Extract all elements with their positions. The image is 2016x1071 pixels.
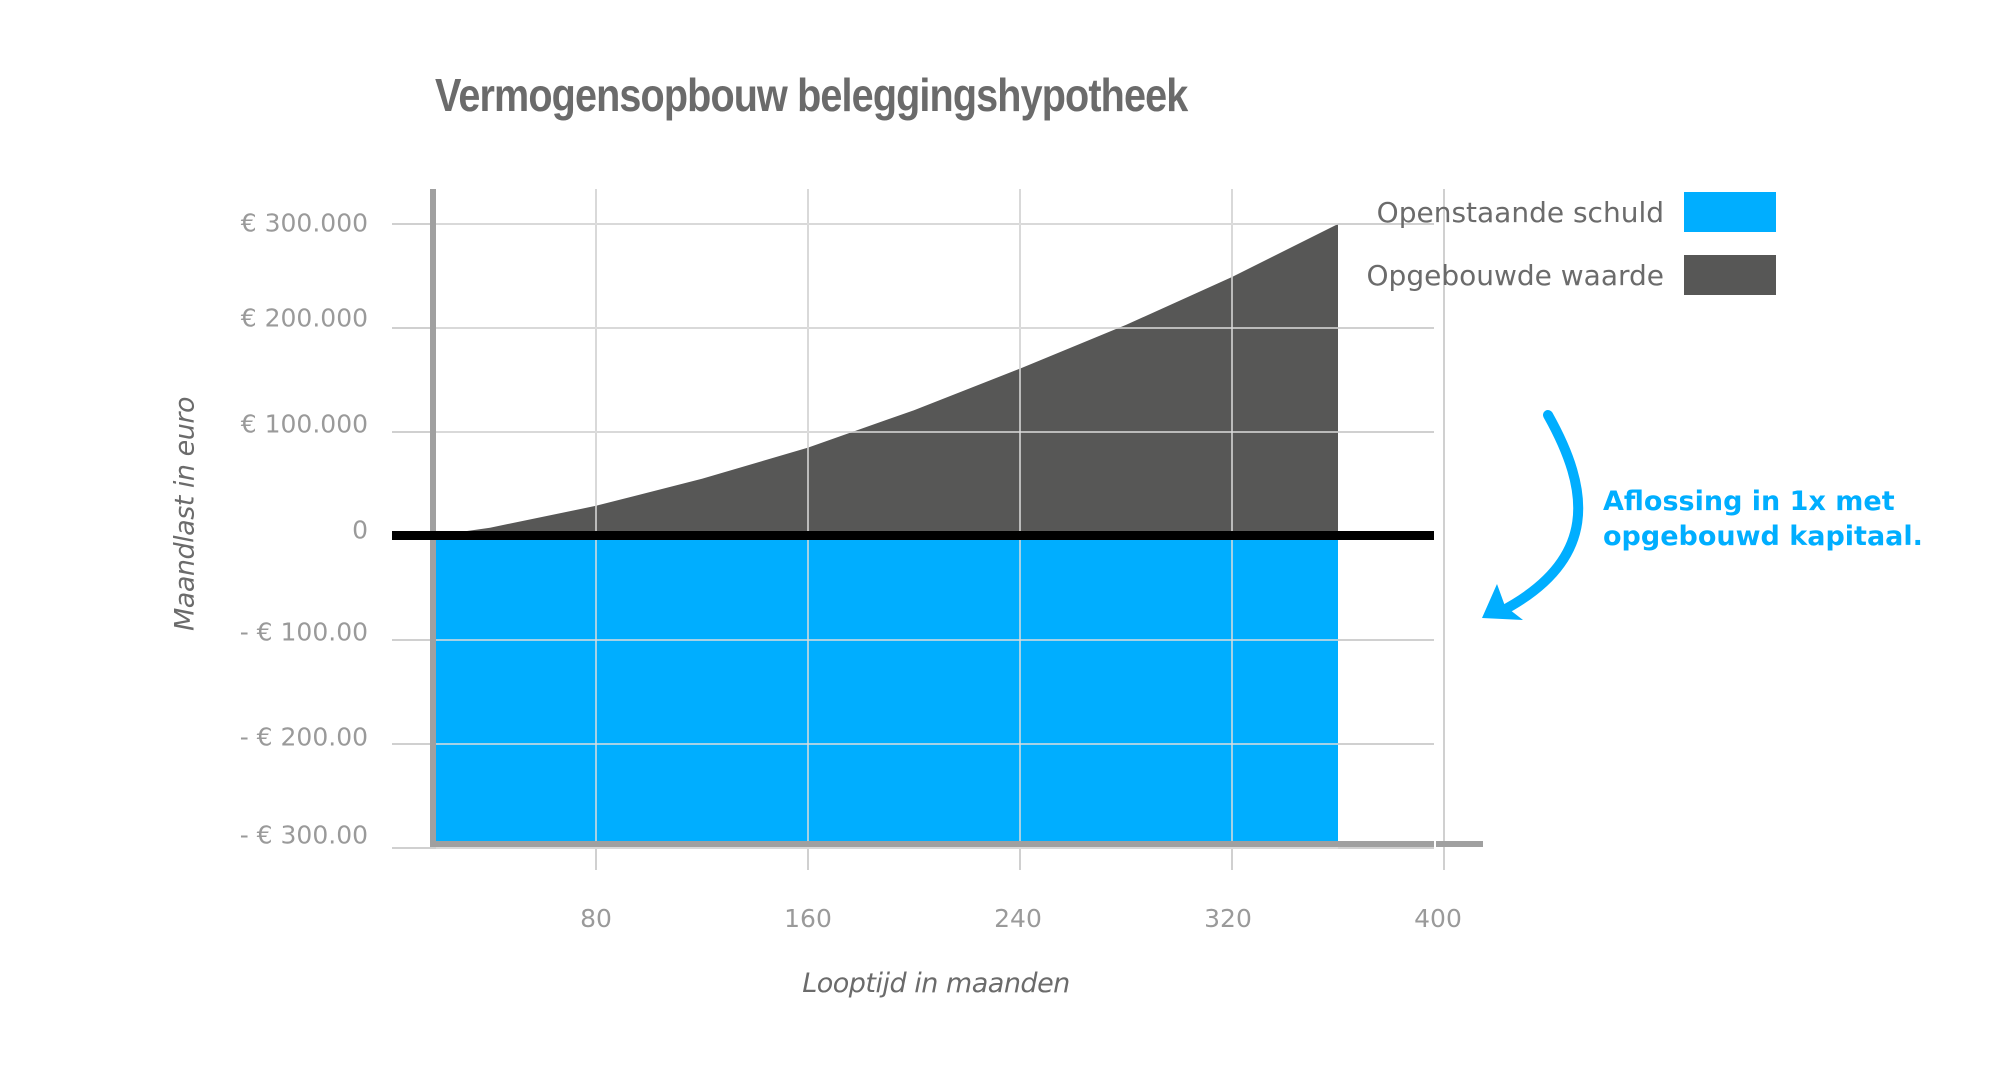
x-tick-80: 80 — [580, 904, 612, 933]
y-tick-0: 0 — [352, 515, 368, 545]
debt-area — [436, 540, 1338, 841]
x-axis-line — [430, 841, 1483, 847]
x-axis-gap — [1434, 841, 1436, 847]
curved-arrow-icon — [1482, 410, 1584, 620]
x-tick-400: 400 — [1414, 904, 1462, 933]
y-tick-300k: € 300.000 — [240, 208, 368, 238]
y-tick-neg-300: - € 300.00 — [239, 820, 368, 850]
legend-label: Opgebouwde waarde — [1366, 258, 1665, 292]
y-axis-line — [430, 189, 436, 847]
y-tick-100k: € 100.000 — [240, 409, 368, 439]
legend-swatch-debt — [1684, 192, 1776, 232]
y-tick-200k: € 200.000 — [240, 303, 368, 333]
y-tick-neg-100: - € 100.00 — [239, 617, 368, 647]
legend-swatch-value — [1684, 255, 1776, 295]
legend-label: Openstaande schuld — [1376, 195, 1664, 229]
value-area — [431, 224, 1338, 536]
x-tick-160: 160 — [784, 904, 832, 933]
x-tick-320: 320 — [1204, 904, 1252, 933]
annotation-line-1: Aflossing in 1x met — [1603, 486, 1895, 517]
annotation-text: Aflossing in 1x met opgebouwd kapitaal. — [1603, 484, 1923, 554]
chart-title: Vermogensopbouw beleggingshypotheek — [435, 69, 1188, 121]
legend-item-debt: Openstaande schuld — [1377, 192, 1776, 232]
y-axis-title: Maandlast in euro — [169, 397, 201, 631]
annotation-line-2: opgebouwd kapitaal. — [1603, 521, 1923, 552]
x-tick-240: 240 — [994, 904, 1042, 933]
x-axis-title: Looptijd in maanden — [802, 968, 1070, 999]
zero-line — [392, 531, 1434, 540]
legend-item-value: Opgebouwde waarde — [1366, 255, 1776, 295]
gridlines-overlay — [436, 189, 1338, 849]
y-tick-neg-200: - € 200.00 — [239, 722, 368, 752]
